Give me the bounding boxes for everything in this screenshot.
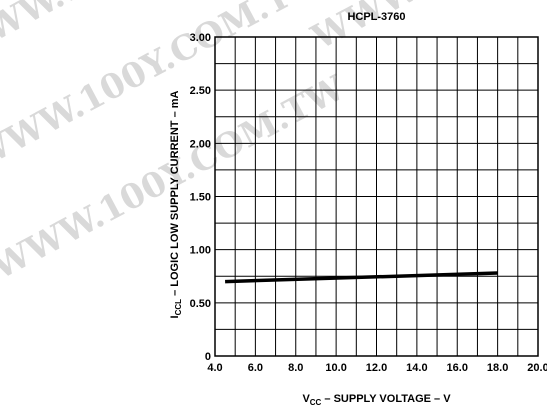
x-tick-label: 20.0 [527,362,547,374]
watermark-text: WWW.100Y.COM.TW [0,0,332,178]
x-tick-labels: 4.0 6.0 8.0 10.0 12.0 14.0 16.0 18.0 20.0 [207,362,547,374]
x-tick-label: 16.0 [447,362,468,374]
x-tick-label: 4.0 [207,362,222,374]
x-tick-label: 10.0 [325,362,346,374]
x-axis-label: VCC – SUPPLY VOLTAGE – V [302,393,451,407]
y-tick-label: 1.00 [190,245,211,257]
chart-title: HCPL-3760 [347,11,405,23]
grid [214,36,539,357]
x-axis-label-rest: – SUPPLY VOLTAGE – V [321,393,451,405]
series-line [225,271,498,284]
y-tick-labels: 0 0.50 1.00 1.50 2.00 2.50 3.00 [190,32,211,363]
y-tick-label: 2.50 [190,85,211,97]
y-tick-label: 0 [205,351,211,363]
y-axis-label-subscript: CCL [174,299,183,316]
series-layer [225,271,498,284]
x-tick-label: 8.0 [288,362,303,374]
y-tick-label: 2.00 [190,138,211,150]
y-tick-label: 1.50 [190,192,211,204]
y-axis-label-main: I [169,315,181,318]
x-tick-label: 12.0 [366,362,387,374]
watermark-text: WWW.100Y.COM.TW [305,0,547,58]
y-tick-label: 3.00 [190,32,211,44]
plot-frame [214,36,539,357]
y-axis-label-rest: – LOGIC LOW SUPPLY CURRENT – mA [169,90,181,298]
y-axis-label: ICCL – LOGIC LOW SUPPLY CURRENT – mA [169,90,183,318]
watermark-layer: WWW.100Y.COM.TWWWW.100Y.COM.TWWWW.100Y.C… [0,0,547,288]
x-axis-label-subscript: CC [310,398,322,407]
x-axis-label-main: V [302,393,310,405]
x-tick-label: 6.0 [248,362,263,374]
x-tick-label: 14.0 [406,362,427,374]
y-tick-label: 0.50 [190,298,211,310]
x-tick-label: 18.0 [487,362,508,374]
